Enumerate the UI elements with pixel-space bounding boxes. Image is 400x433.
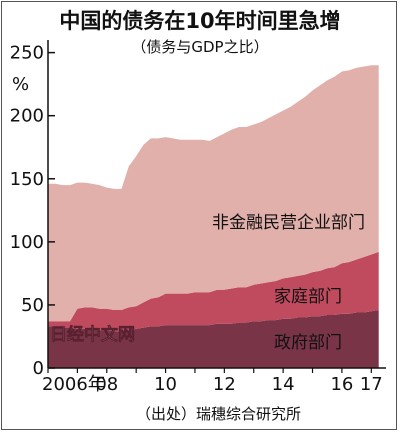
source-note: （出处）瑞穗综合研究所 bbox=[136, 405, 301, 423]
x-tick-label: 14 bbox=[272, 374, 295, 395]
x-tick-label: 16 bbox=[330, 374, 353, 395]
y-tick-label: 100 bbox=[10, 232, 44, 253]
chart-subtitle: （债务与GDP之比） bbox=[131, 38, 268, 56]
stacked-areas bbox=[48, 65, 379, 368]
area-series-2 bbox=[48, 65, 379, 322]
y-tick-label: 200 bbox=[10, 106, 44, 127]
x-tick-label: 12 bbox=[213, 374, 236, 395]
chart-title: 中国的债务在10年时间里急增 bbox=[59, 9, 340, 33]
series-label-enterprise: 非金融民营企业部门 bbox=[212, 213, 365, 233]
y-axis-ticks: 0 50 100 150 200 250 bbox=[10, 43, 55, 379]
y-tick-label: 250 bbox=[10, 43, 44, 64]
x-tick-label: 10 bbox=[154, 374, 177, 395]
y-axis-unit: % bbox=[12, 74, 29, 95]
x-tick-label: 08 bbox=[95, 374, 118, 395]
watermark: 日经中文网 bbox=[50, 324, 135, 345]
x-tick-label: 17 bbox=[360, 374, 383, 395]
series-label-government: 政府部门 bbox=[274, 333, 342, 353]
y-tick-label: 0 bbox=[33, 358, 44, 379]
x-tick-label: 2006年 bbox=[42, 374, 106, 395]
y-tick-label: 150 bbox=[10, 169, 44, 190]
y-tick-label: 50 bbox=[21, 295, 44, 316]
area-series-0 bbox=[48, 310, 379, 368]
area-series-1 bbox=[48, 251, 379, 332]
series-label-household: 家庭部门 bbox=[274, 287, 342, 307]
